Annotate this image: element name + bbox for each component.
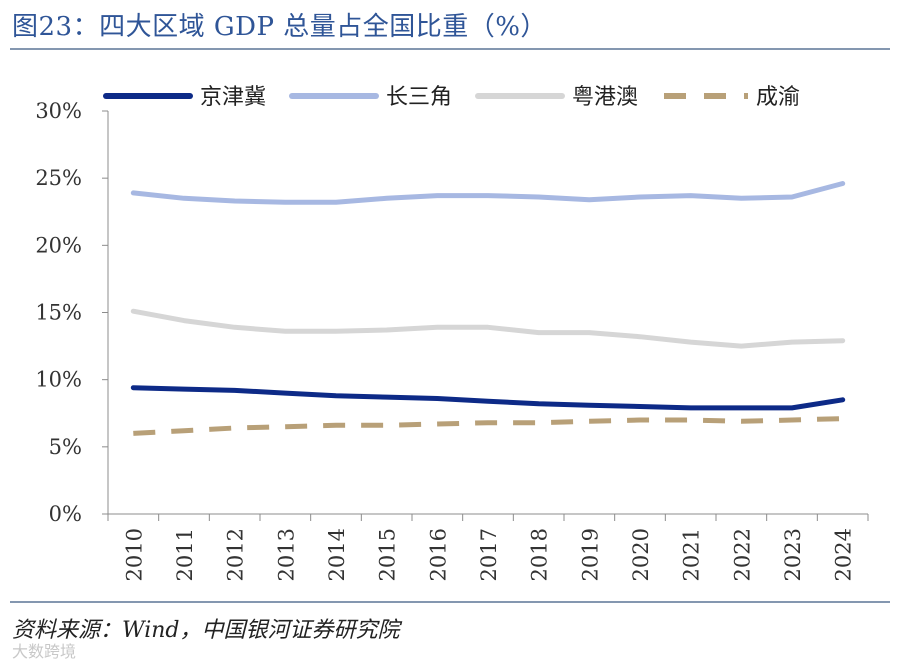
source-note: 资料来源：Wind，中国银河证券研究院 (12, 618, 400, 643)
x-tick-label: 2010 (122, 528, 146, 581)
x-tick-label: 2017 (477, 528, 501, 581)
top-rule (10, 48, 890, 50)
x-tick-label: 2013 (274, 528, 298, 581)
y-tick-label: 20% (35, 233, 82, 257)
x-tick-label: 2014 (325, 528, 349, 581)
x-tick-label: 2023 (781, 528, 805, 581)
x-axis: 2010 2011 2012 2013 2014 2015 2016 2017 2018 2019… (107, 513, 869, 581)
watermark: 大数跨境 (12, 642, 77, 661)
bottom-rule (10, 601, 890, 603)
line-chart: 京津冀 长三角 粤港澳 成渝 0% 5% 10% 15% 20% 25% 30% 2010 2011… (35, 85, 869, 581)
legend-label-京津冀: 京津冀 (200, 85, 266, 110)
legend: 京津冀 长三角 粤港澳 成渝 (103, 85, 800, 110)
legend-label-粤港澳: 粤港澳 (572, 85, 638, 110)
y-axis: 0% 5% 10% 15% 20% 25% 30% (35, 99, 109, 526)
y-tick-label: 5% (49, 435, 82, 459)
y-tick-label: 30% (35, 99, 82, 123)
y-tick-label: 15% (35, 301, 82, 325)
y-tick-label: 0% (49, 502, 82, 526)
series-line-粤港澳 (130, 308, 846, 349)
x-tick-label: 2015 (376, 528, 400, 581)
x-tick-label: 2022 (730, 528, 754, 581)
x-tick-label: 2011 (173, 528, 197, 581)
x-tick-label: 2021 (680, 528, 704, 581)
x-tick-label: 2016 (426, 528, 450, 581)
x-tick-label: 2012 (224, 528, 248, 581)
legend-label-成渝: 成渝 (756, 85, 800, 110)
series-lines (130, 181, 846, 436)
chart-title: 图23：四大区域 GDP 总量占全国比重（%） (12, 12, 547, 42)
legend-label-长三角: 长三角 (386, 85, 452, 110)
x-tick-label: 2019 (578, 528, 602, 581)
x-tick-label: 2024 (832, 528, 856, 581)
y-tick-label: 25% (35, 166, 82, 190)
x-tick-label: 2020 (629, 528, 653, 581)
x-tick-label: 2018 (528, 528, 552, 581)
series-line-成渝 (133, 416, 843, 436)
series-line-长三角 (130, 181, 846, 205)
y-tick-label: 10% (35, 368, 82, 392)
series-line-京津冀 (130, 385, 846, 411)
